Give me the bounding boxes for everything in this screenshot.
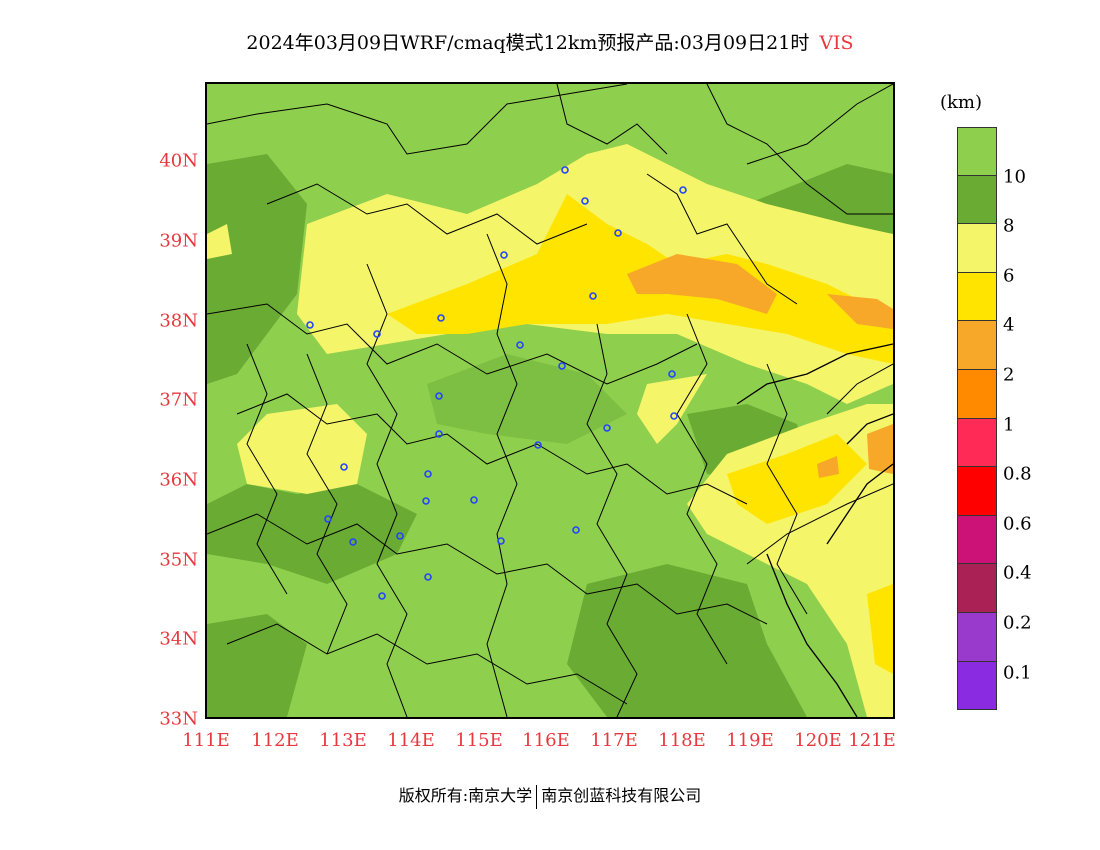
city-marker <box>668 370 676 378</box>
city-marker <box>306 321 314 329</box>
city-marker <box>396 532 404 540</box>
colorbar-label: 0.6 <box>1003 513 1032 535</box>
colorbar-cell <box>957 175 997 225</box>
vis-zone-2-4 <box>827 294 893 329</box>
lat-label: 35N <box>159 549 198 571</box>
vis-zone-6-8 <box>207 224 232 259</box>
colorbar-cell <box>957 564 997 613</box>
lon-label: 112E <box>251 730 299 751</box>
lat-label: 37N <box>159 389 198 411</box>
footer-divider <box>536 784 538 809</box>
city-marker <box>572 526 580 534</box>
vis-zone-2-4 <box>627 254 777 314</box>
city-marker <box>437 314 445 322</box>
colorbar-cell <box>957 224 997 273</box>
colorbar-label: 10 <box>1003 166 1026 188</box>
city-marker <box>497 537 505 545</box>
city-marker <box>340 463 348 471</box>
lon-label: 121E <box>848 730 896 751</box>
coastline <box>766 553 858 717</box>
lon-label: 118E <box>658 730 706 751</box>
city-marker <box>561 166 569 174</box>
city-marker <box>603 424 611 432</box>
colorbar-label: 0.2 <box>1003 612 1032 634</box>
footer: 版权所有:南京大学 南京创蓝科技有限公司 <box>0 782 1100 809</box>
colorbar-label: 1 <box>1003 414 1015 436</box>
map-title: 2024年03月09日WRF/cmaq模式12km预报产品:03月09日21时 V… <box>0 28 1100 55</box>
lon-label: 120E <box>794 730 842 751</box>
vis-zone-6-8 <box>237 404 367 494</box>
colorbar-label: 0.8 <box>1003 463 1032 485</box>
colorbar-cell <box>957 612 997 662</box>
lon-label: 117E <box>590 730 638 751</box>
lon-label: 116E <box>522 730 570 751</box>
lat-label: 38N <box>159 310 198 332</box>
city-marker <box>679 186 687 194</box>
colorbar-cell <box>957 418 997 468</box>
lon-label: 119E <box>726 730 774 751</box>
city-marker <box>424 470 432 478</box>
city-marker <box>516 341 524 349</box>
coastline <box>736 343 893 545</box>
lon-label: 114E <box>387 730 435 751</box>
city-marker <box>534 441 542 449</box>
vis-zone-8-10 <box>207 154 307 384</box>
map-canvas <box>207 84 893 717</box>
colorbar-cell <box>957 661 997 711</box>
vis-zone-4-6 <box>727 434 867 524</box>
visibility-map <box>205 82 895 719</box>
city-marker <box>614 229 622 237</box>
city-markers <box>306 166 687 600</box>
company-text: 南京创蓝科技有限公司 <box>541 786 702 805</box>
city-marker <box>424 573 432 581</box>
title-variable: VIS <box>819 32 854 54</box>
colorbar-cell <box>957 321 997 370</box>
city-marker <box>500 251 508 259</box>
colorbar-cell <box>957 369 997 419</box>
vis-zone-4-6 <box>867 584 893 674</box>
vis-zone-6-8 <box>637 374 707 444</box>
title-text: 2024年03月09日WRF/cmaq模式12km预报产品:03月09日21时 <box>246 32 810 54</box>
vis-zone-8-10 <box>207 484 417 584</box>
vis-zone-8-10 <box>567 564 807 717</box>
colorbar-cell <box>957 127 997 176</box>
copyright-text: 版权所有:南京大学 <box>398 786 533 805</box>
lat-label: 39N <box>159 230 198 252</box>
lat-label: 34N <box>159 628 198 650</box>
colorbar-cell <box>957 515 997 565</box>
city-marker <box>558 362 566 370</box>
colorbar-label: 6 <box>1003 265 1015 287</box>
lat-label: 33N <box>159 708 198 730</box>
lon-label: 113E <box>319 730 367 751</box>
city-marker <box>378 592 386 600</box>
lon-label: 115E <box>455 730 503 751</box>
city-marker <box>470 496 478 504</box>
colorbar-label: 8 <box>1003 215 1015 237</box>
colorbar-label: 0.1 <box>1003 662 1032 684</box>
city-marker <box>581 197 589 205</box>
colorbar-cell <box>957 272 997 322</box>
vis-zone-8-10 <box>427 354 627 444</box>
colorbar-cell <box>957 467 997 516</box>
colorbar-label: 2 <box>1003 364 1015 386</box>
colorbar-label: 4 <box>1003 314 1015 336</box>
lat-label: 40N <box>159 150 198 172</box>
city-marker <box>435 430 443 438</box>
lon-label: 111E <box>182 730 230 751</box>
city-marker <box>670 412 678 420</box>
city-marker <box>422 497 430 505</box>
lat-label: 36N <box>159 469 198 491</box>
city-marker <box>373 330 381 338</box>
colorbar-unit: (km) <box>940 92 983 113</box>
province-boundaries <box>207 84 893 717</box>
vis-zone-2-4 <box>867 424 893 474</box>
city-marker <box>589 292 597 300</box>
colorbar-label: 0.4 <box>1003 562 1032 584</box>
colorbar <box>957 127 997 711</box>
vis-zone-2-4 <box>817 456 839 478</box>
vis-zone-8-10 <box>207 614 307 717</box>
city-marker <box>324 515 332 523</box>
city-marker <box>349 538 357 546</box>
city-marker <box>435 392 443 400</box>
